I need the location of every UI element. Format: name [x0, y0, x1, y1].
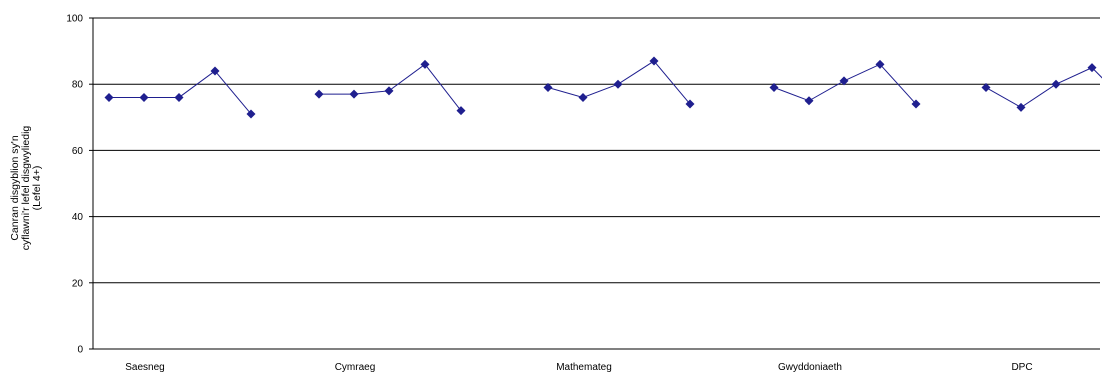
- x-category-label: Saesneg: [125, 362, 164, 373]
- data-point: [1052, 80, 1061, 89]
- data-point: [1017, 103, 1026, 112]
- data-point: [805, 96, 814, 105]
- y-tick-label: 60: [72, 146, 84, 157]
- series-line-dpc: [986, 68, 1102, 108]
- data-point: [315, 90, 324, 99]
- x-category-label: Gwyddoniaeth: [778, 362, 842, 373]
- data-point: [385, 86, 394, 95]
- y-tick-label: 100: [66, 14, 83, 25]
- x-category-label: Cymraeg: [335, 362, 376, 373]
- data-point: [350, 90, 359, 99]
- x-category-label: DPC: [1011, 362, 1032, 373]
- data-point: [105, 93, 114, 102]
- data-point: [614, 80, 623, 89]
- data-point: [457, 106, 466, 115]
- y-tick-label: 40: [72, 212, 84, 223]
- gridlines: [93, 18, 1100, 283]
- data-point: [175, 93, 184, 102]
- data-point: [421, 60, 430, 69]
- data-point: [579, 93, 588, 102]
- y-tick-label: 0: [77, 345, 83, 356]
- y-tick-label: 20: [72, 278, 84, 289]
- y-tick-labels: 0 20 40 60 80 100: [66, 14, 83, 356]
- x-category-label: Mathemateg: [556, 362, 612, 373]
- series-line-saesneg: [109, 71, 251, 114]
- y-axis-label: Canran disgyblion sy'n cyflawni'r lefel …: [9, 126, 43, 251]
- data-series: [105, 57, 1102, 119]
- axes: [89, 18, 1100, 349]
- y-axis-label-line-3: (Lefel 4+): [31, 166, 43, 211]
- x-category-labels: Saesneg Cymraeg Mathemateg Gwyddoniaeth DPC: [125, 362, 1032, 373]
- y-tick-label: 80: [72, 80, 84, 91]
- data-point: [140, 93, 149, 102]
